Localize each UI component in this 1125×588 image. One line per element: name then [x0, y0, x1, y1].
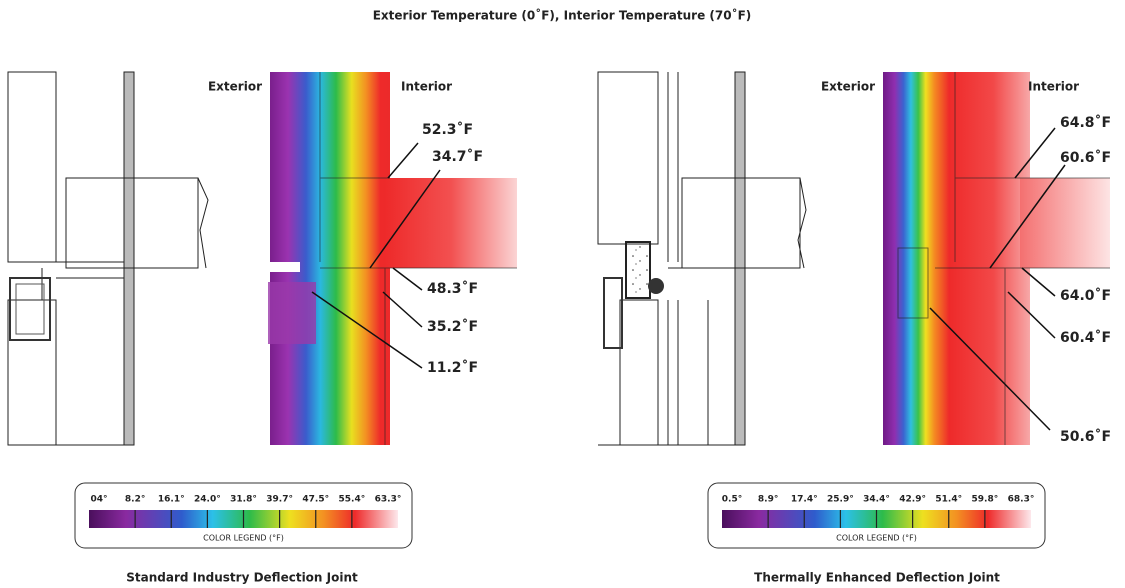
- legend-tick-label: 59.8°: [972, 495, 999, 505]
- temperature-callout: 60.6˚F: [1060, 149, 1111, 166]
- section-drawing: [8, 72, 208, 445]
- temperature-callout: 34.7˚F: [432, 148, 483, 165]
- legend-caption: COLOR LEGEND (°F): [836, 534, 917, 543]
- exterior-label: Exterior: [208, 80, 262, 94]
- panel-caption: Standard Industry Deflection Joint: [126, 571, 358, 585]
- legend-tick-label: 16.1°: [158, 495, 185, 505]
- legend-tick-label: 24.0°: [194, 495, 221, 505]
- legend-tick-label: 68.3°: [1008, 495, 1035, 505]
- legend-tick-label: 55.4°: [339, 495, 366, 505]
- interior-label: Interior: [401, 80, 452, 94]
- temperature-callout: 50.6˚F: [1060, 428, 1111, 445]
- legend-tick-label: 51.4°: [935, 495, 962, 505]
- legend-tick-label: 17.4°: [791, 495, 818, 505]
- legend-tick-label: 31.8°: [230, 495, 257, 505]
- legends: 04° 8.2° 16.1° 24.0° 31.8° 39.7° 47.5° 55.4° 63.…: [75, 483, 1045, 548]
- temperature-callout: 64.0˚F: [1060, 287, 1111, 304]
- panel-caption: Thermally Enhanced Deflection Joint: [754, 571, 1000, 585]
- legend-caption: COLOR LEGEND (°F): [203, 534, 284, 543]
- temperature-callout: 35.2˚F: [427, 318, 478, 335]
- exterior-label: Exterior: [821, 80, 875, 94]
- legend-tick-label: 39.7°: [266, 495, 293, 505]
- temperature-callout: 60.4˚F: [1060, 329, 1111, 346]
- temperature-callout: 11.2˚F: [427, 359, 478, 376]
- thermal-image: [268, 72, 517, 445]
- section-drawing: [598, 72, 806, 445]
- temperature-callout: 48.3˚F: [427, 280, 478, 297]
- legend-tick-label: 04°: [90, 495, 107, 505]
- legend-tick-label: 42.9°: [899, 495, 926, 505]
- legend-tick-label: 34.4°: [863, 495, 890, 505]
- interior-label: Interior: [1028, 80, 1079, 94]
- legend-tick-label: 8.2°: [125, 495, 145, 505]
- figure-title: Exterior Temperature (0˚F), Interior Tem…: [373, 8, 752, 23]
- temperature-callout: 52.3˚F: [422, 121, 473, 138]
- temperature-callout: 64.8˚F: [1060, 114, 1111, 131]
- legend-tick-label: 0.5°: [722, 495, 742, 505]
- legend-tick-label: 63.3°: [375, 495, 402, 505]
- legend-tick-label: 8.9°: [758, 495, 778, 505]
- figure: Exterior Temperature (0˚F), Interior Tem…: [0, 0, 1125, 588]
- legend-tick-label: 25.9°: [827, 495, 854, 505]
- legend-tick-label: 47.5°: [302, 495, 329, 505]
